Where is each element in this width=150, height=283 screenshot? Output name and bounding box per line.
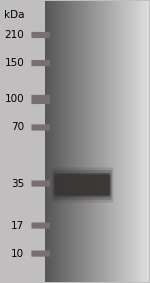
Text: 210: 210 [4, 30, 24, 40]
FancyBboxPatch shape [32, 222, 50, 229]
FancyBboxPatch shape [32, 250, 50, 257]
FancyBboxPatch shape [55, 174, 110, 196]
Text: 35: 35 [11, 179, 24, 188]
Text: 70: 70 [11, 123, 24, 132]
FancyBboxPatch shape [51, 168, 113, 202]
FancyBboxPatch shape [32, 95, 50, 104]
Text: 10: 10 [11, 248, 24, 259]
FancyBboxPatch shape [32, 32, 50, 38]
FancyBboxPatch shape [52, 170, 112, 200]
Text: kDa: kDa [4, 10, 24, 20]
FancyBboxPatch shape [54, 173, 111, 197]
Text: 100: 100 [4, 95, 24, 104]
FancyBboxPatch shape [32, 181, 50, 186]
FancyBboxPatch shape [32, 60, 50, 66]
Text: 150: 150 [4, 58, 24, 68]
FancyBboxPatch shape [32, 125, 50, 130]
Text: 17: 17 [11, 220, 24, 231]
